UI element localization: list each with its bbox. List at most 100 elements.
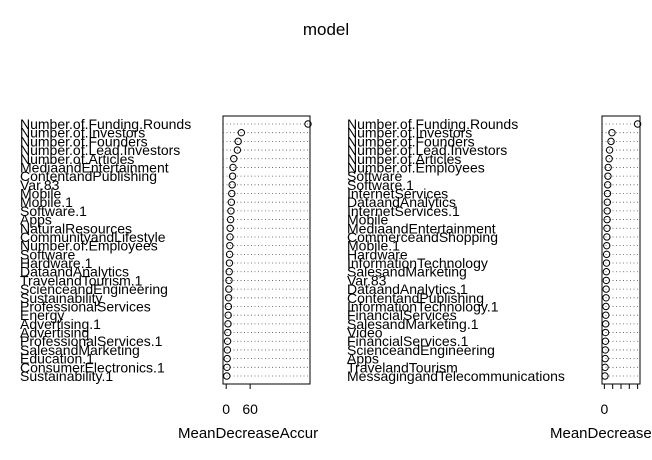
data-point [603,233,611,241]
category-label: Software [20,246,75,262]
category-label: Number.of.Funding.Rounds [20,116,191,132]
data-point [604,172,612,180]
x-tick-label: 0 [600,401,608,417]
category-label: Software.1 [347,177,414,193]
data-point [602,259,611,267]
category-label: Hardware.1 [20,255,93,271]
category-label: Number.of.Founders [347,133,475,149]
category-label: Number.of.Investors [347,125,472,141]
data-point [603,198,612,206]
category-label: Var.83 [347,272,387,288]
data-point [602,294,610,302]
data-point [601,354,609,363]
category-label: ScienceandEngineering [20,281,168,297]
category-label: Number.of.Lead.Investors [347,142,507,158]
category-label: SalesandMarketing.1 [347,316,479,332]
data-point [225,250,234,259]
data-point [223,346,232,354]
data-point [228,172,237,180]
data-point [225,285,233,293]
category-label: DataandAnalytics [20,264,129,280]
category-label: ProfessionalServices.1 [20,333,163,349]
category-label: Advertising.1 [20,316,101,332]
data-point [603,241,611,250]
category-label: MessagingandTelecommunications [347,368,565,384]
category-label: Mobile [347,212,388,228]
category-label: DataandAnalytics.1 [347,281,468,297]
data-point [603,189,612,198]
category-label: Advertising [20,325,89,341]
category-label: ProfessionalServices [20,298,151,314]
category-label: NaturalResources [20,220,132,236]
category-label: ConsumerElectronics.1 [20,359,165,375]
data-point [603,224,611,232]
data-point [224,320,232,328]
category-label: CommunityandLifestyle [20,229,166,245]
data-point [605,146,614,154]
category-label: Education.1 [20,351,94,367]
x-axis-title: MeanDecreaseAccur [178,425,318,442]
data-point [602,276,610,285]
data-point [225,259,234,267]
x-axis-title: MeanDecrease [550,425,652,442]
category-label: Number.of.Lead.Investors [20,142,180,158]
data-point [601,328,610,337]
category-label: Video [347,325,383,341]
data-point [304,120,312,128]
data-point [601,320,610,328]
data-point [224,311,232,319]
data-point [228,181,236,189]
data-point [225,268,233,276]
category-label: Mobile.1 [20,194,73,210]
category-label: Sustainability [20,290,103,306]
data-point [608,128,616,137]
data-point [227,207,235,215]
category-label: SalesandMarketing [347,264,467,280]
category-label: Number.of.Founders [20,133,148,149]
x-tick-label: 60 [242,401,258,417]
data-point [604,181,612,189]
data-point [223,354,231,363]
category-label: ContentandPublishing [20,168,157,184]
data-point [605,155,613,163]
data-point [226,215,235,224]
category-label: Number.of.Employees [20,238,158,254]
data-point [602,285,610,293]
category-label: InformationTechnology.1 [347,298,499,314]
data-point [223,372,231,380]
data-point [601,346,610,354]
x-tick-label: 0 [222,401,230,417]
data-point [233,146,242,154]
category-label: Number.of.Funding.Rounds [347,116,518,132]
category-label: Var.83 [20,177,60,193]
category-label: Energy [20,307,64,323]
data-point [224,328,232,337]
plot-frame-1 [222,115,311,385]
category-label: ContentandPublishing [347,290,484,306]
data-point [230,155,238,163]
category-label: Number.of.Articles [20,151,134,167]
category-label: Mobile.1 [347,238,400,254]
category-label: Apps [20,212,52,228]
category-label: InformationTechnology [347,255,488,271]
data-point [601,363,609,372]
data-point [633,120,642,128]
category-label: InternetServices.1 [347,203,460,219]
data-point [227,198,236,206]
data-point [223,363,231,372]
data-point [225,276,233,285]
data-point [226,233,234,241]
category-label: TravelandTourism [347,359,458,375]
category-label: TravelandTourism.1 [20,272,143,288]
category-label: CommerceandShopping [347,229,498,245]
data-point [234,137,242,146]
category-label: Hardware [347,246,408,262]
data-point [228,189,236,198]
category-label: InternetServices [347,186,448,202]
data-point [603,215,611,224]
category-label: Mobile [20,186,61,202]
category-label: Number.of.Investors [20,125,145,141]
data-point [224,294,233,302]
data-point [224,302,233,311]
